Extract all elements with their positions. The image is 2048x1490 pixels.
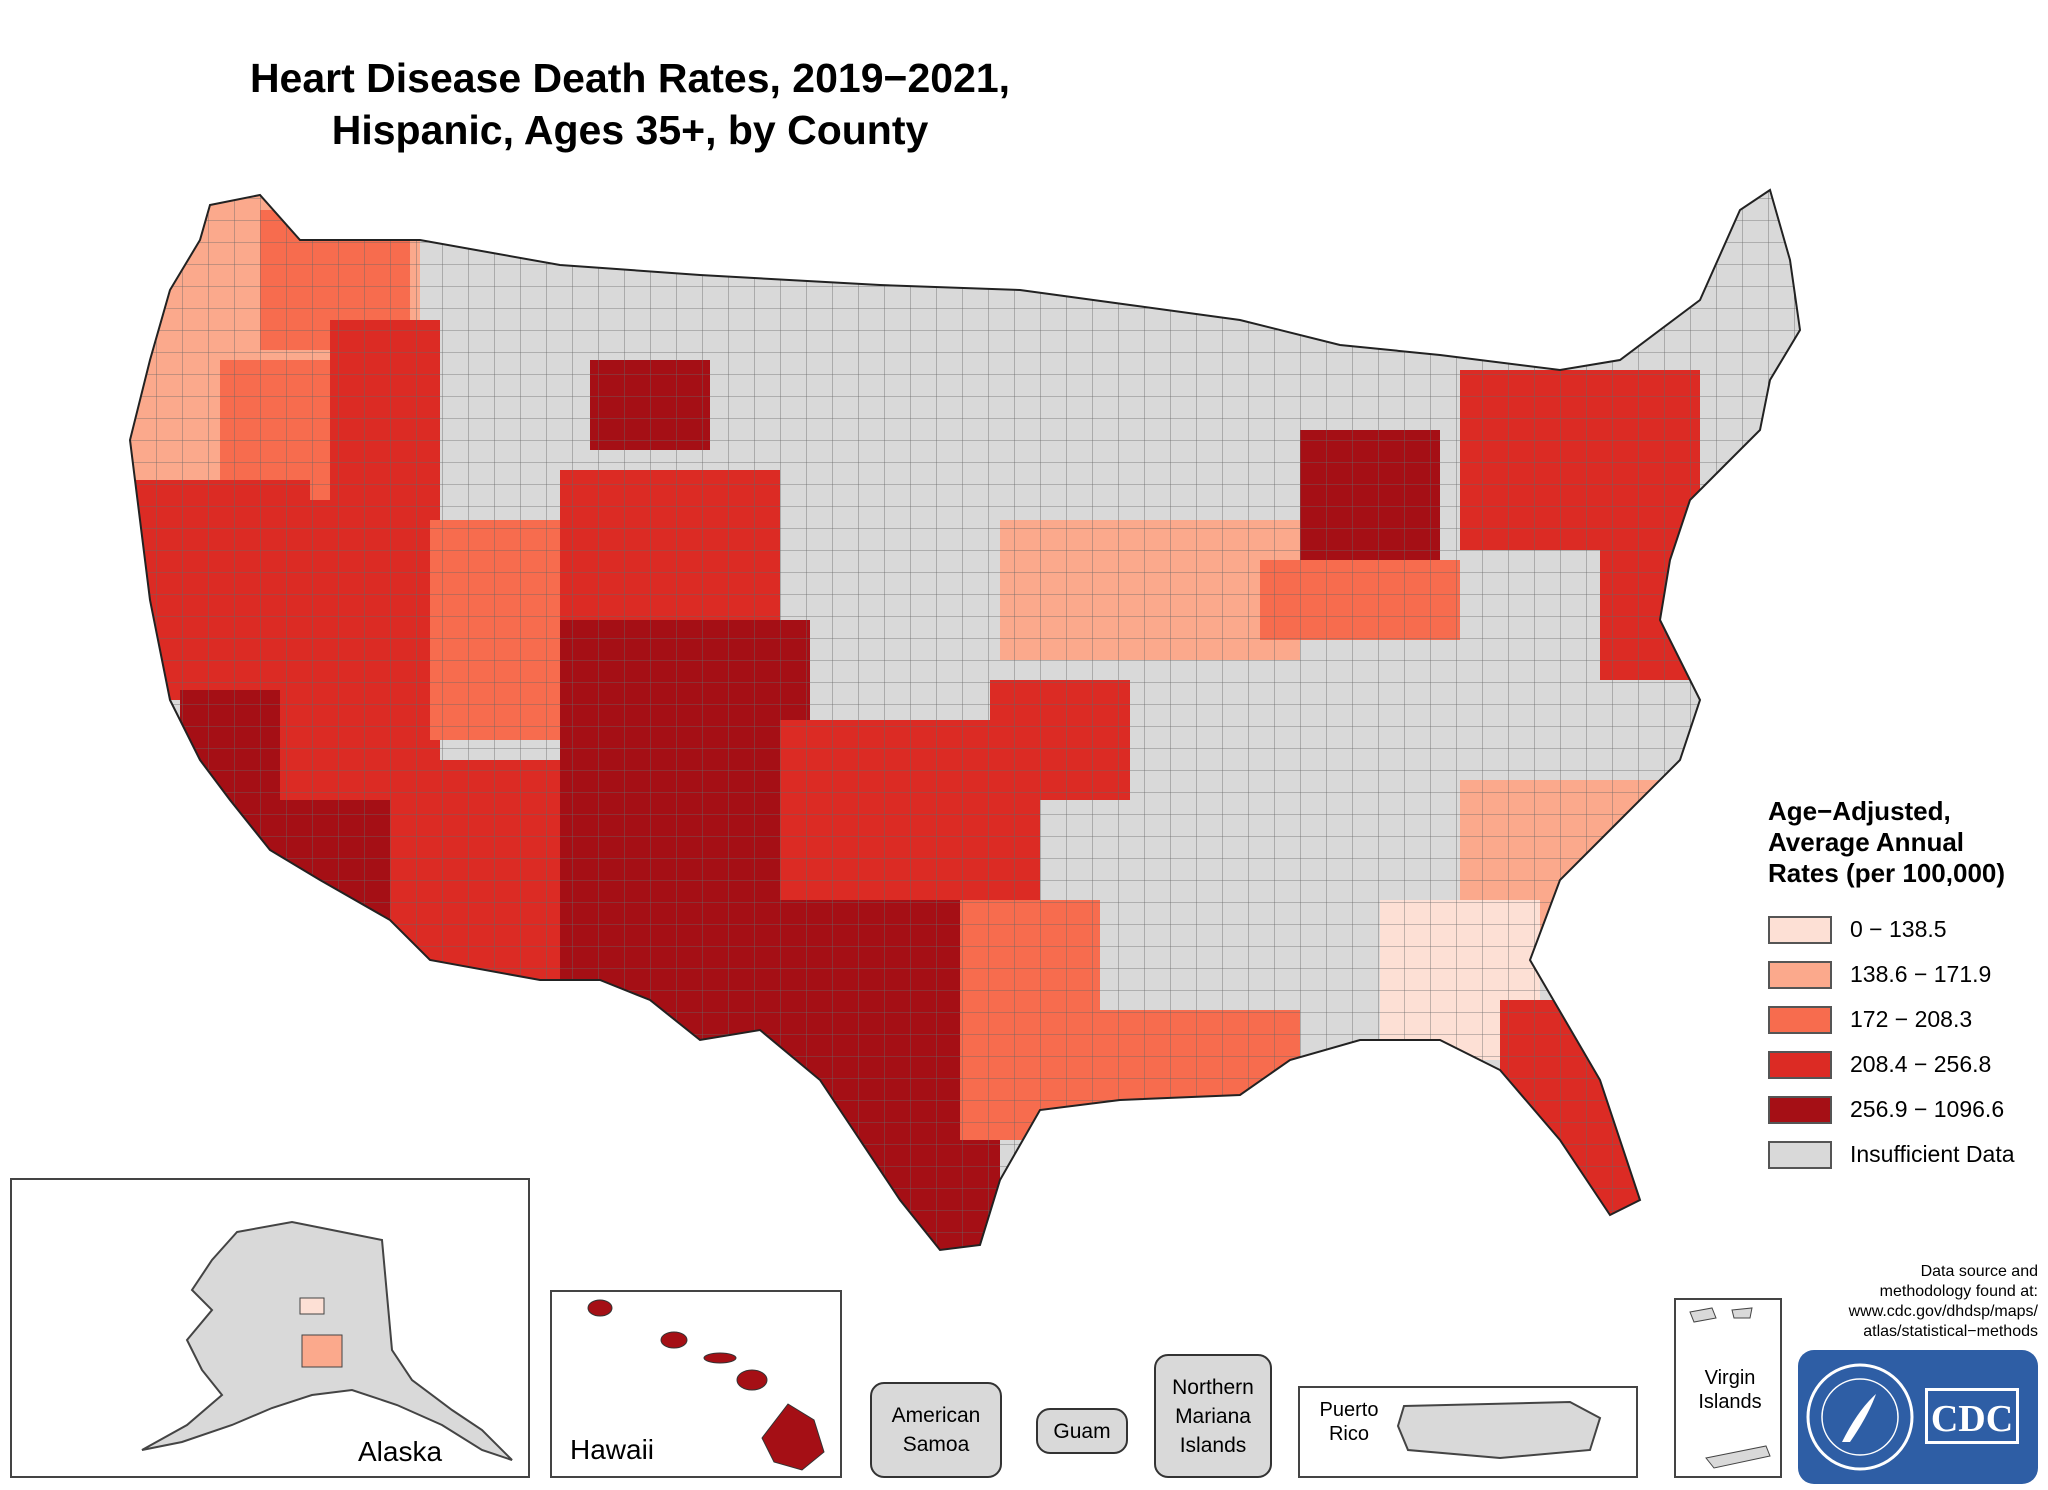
legend: Age−Adjusted, Average Annual Rates (per …	[1768, 796, 2028, 1177]
puerto-rico-inset: Puerto Rico	[1298, 1386, 1638, 1478]
legend-label: 256.9 − 1096.6	[1850, 1096, 2005, 1122]
puerto-rico-label: Puerto Rico	[1319, 1399, 1379, 1445]
cdc-logo-text: CDC	[1925, 1388, 2019, 1444]
alaska-region-low	[299, 1297, 325, 1315]
legend-label: 138.6 − 171.9	[1850, 961, 1992, 987]
hawaii-inset: Hawaii	[550, 1290, 842, 1478]
virgin-islands-st-thomas	[1689, 1307, 1717, 1323]
legend-title-line-2: Average Annual	[1768, 827, 1965, 857]
virgin-islands-map	[1689, 1307, 1771, 1469]
puerto-rico-map	[1396, 1400, 1602, 1460]
legend-label: 172 − 208.3	[1850, 1006, 1973, 1032]
hawaii-island-maui	[736, 1369, 768, 1391]
hawaii-island-big	[761, 1403, 825, 1471]
data-source-note: Data source and methodology found at: ww…	[1700, 1262, 2038, 1342]
hawaii-island-kauai	[587, 1299, 613, 1317]
alaska-map	[141, 1220, 513, 1461]
legend-title: Age−Adjusted, Average Annual Rates (per …	[1768, 796, 2028, 889]
hawaii-map	[587, 1299, 825, 1471]
virgin-islands-st-john	[1731, 1307, 1753, 1319]
legend-swatch	[1768, 1140, 1832, 1169]
alaska-inset: Alaska	[10, 1178, 530, 1478]
legend-swatch	[1768, 1095, 1832, 1124]
legend-title-line-1: Age−Adjusted,	[1768, 796, 1951, 826]
map-title-line-1: Heart Disease Death Rates, 2019−2021,	[249, 55, 1011, 101]
guam-label: Guam	[1053, 1419, 1111, 1443]
source-line-2: methodology found at:	[1879, 1283, 2038, 1300]
source-line-4: atlas/statistical−methods	[1863, 1323, 2038, 1340]
virgin-islands-st-croix	[1705, 1445, 1771, 1469]
legend-label: 208.4 − 256.8	[1850, 1051, 1992, 1077]
virgin-islands-label: Virgin Islands	[1698, 1367, 1762, 1413]
cdc-logo: CDC	[1798, 1350, 2038, 1484]
puerto-rico-shape	[1396, 1400, 1602, 1460]
legend-item: Insufficient Data	[1768, 1132, 2028, 1177]
american-samoa-box: American Samoa	[870, 1382, 1002, 1478]
legend-swatch	[1768, 960, 1832, 989]
county-boundaries	[130, 190, 1800, 1250]
guam-box: Guam	[1036, 1408, 1128, 1454]
legend-label: 0 − 138.5	[1850, 916, 1947, 942]
legend-swatch	[1768, 1005, 1832, 1034]
american-samoa-label: American Samoa	[891, 1404, 981, 1456]
hawaii-label: Hawaii	[570, 1434, 655, 1465]
legend-label: Insufficient Data	[1850, 1141, 2015, 1167]
map-title: Heart Disease Death Rates, 2019−2021, Hi…	[0, 52, 1260, 156]
legend-swatch	[1768, 915, 1832, 944]
us-outline	[128, 188, 1802, 1252]
legend-item: 256.9 − 1096.6	[1768, 1087, 2028, 1132]
legend-item: 172 − 208.3	[1768, 997, 2028, 1042]
legend-item: 208.4 − 256.8	[1768, 1042, 2028, 1087]
legend-item: 138.6 − 171.9	[1768, 952, 2028, 997]
legend-swatch	[1768, 1050, 1832, 1079]
northern-mariana-box: Northern Mariana Islands	[1154, 1354, 1272, 1478]
legend-title-line-3: Rates (per 100,000)	[1768, 858, 2006, 888]
legend-item: 0 − 138.5	[1768, 907, 2028, 952]
alaska-label: Alaska	[358, 1436, 443, 1467]
hhs-seal-icon	[1806, 1363, 1914, 1471]
source-line-3: www.cdc.gov/dhdsp/maps/	[1848, 1303, 2038, 1320]
source-line-1: Data source and	[1920, 1263, 2038, 1280]
map-title-line-2: Hispanic, Ages 35+, by County	[331, 107, 929, 153]
virgin-islands-inset: Virgin Islands	[1674, 1298, 1782, 1478]
legend-rows: 0 − 138.5 138.6 − 171.9 172 − 208.3 208.4 −…	[1768, 907, 2028, 1177]
alaska-region-high	[301, 1334, 343, 1368]
hawaii-island-oahu	[660, 1331, 688, 1349]
hawaii-island-molokai	[703, 1352, 737, 1364]
northern-mariana-label: Northern Mariana Islands	[1172, 1375, 1254, 1457]
